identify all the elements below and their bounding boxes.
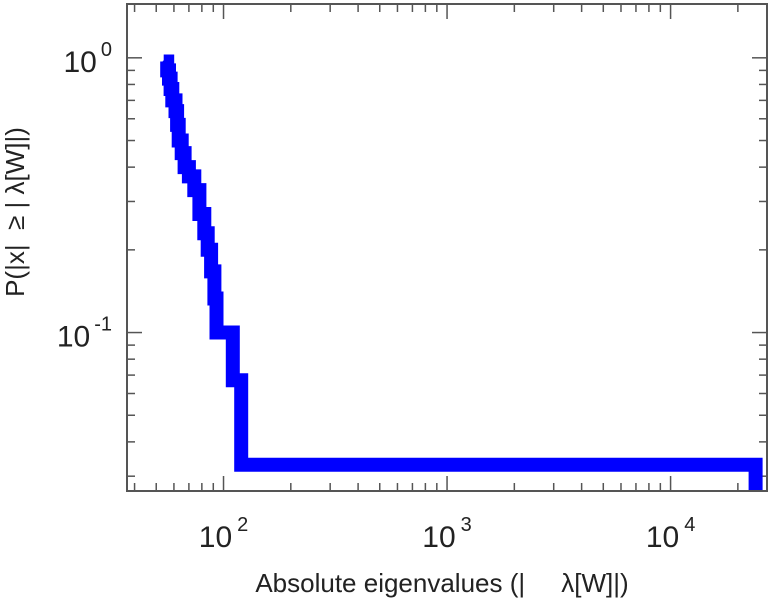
data-point (183, 166, 186, 169)
y-tick-label: 10 0 (64, 39, 113, 79)
data-point (754, 463, 757, 466)
data-point (166, 69, 169, 72)
data-point (231, 379, 234, 382)
data-point (206, 248, 209, 251)
series-group (160, 54, 763, 491)
data-point (198, 213, 201, 216)
data-point (169, 88, 172, 91)
tick-labels: 10 2 10 3 10 4 10 0 10 -1 (57, 39, 695, 554)
y-axis-title: P(|x| ≥ | λ[W]|) (0, 127, 30, 297)
data-point (171, 99, 174, 102)
data-point (193, 189, 196, 192)
data-point (174, 110, 177, 113)
axis-ticks (127, 4, 767, 491)
x-tick-label: 10 4 (646, 514, 696, 554)
data-point (167, 77, 170, 80)
data-point (162, 60, 165, 63)
data-point (187, 175, 190, 178)
x-tick-label: 10 3 (422, 514, 472, 554)
plot-frame (126, 3, 768, 492)
x-axis-title: Absolute eigenvalues (| λ[W]|) (255, 568, 628, 598)
data-point (213, 297, 216, 300)
data-point (203, 232, 206, 235)
data-point (177, 139, 180, 142)
data-point (240, 463, 243, 466)
x-tick-label: 10 2 (199, 514, 249, 554)
data-point (180, 152, 183, 155)
y-tick-label: 10 -1 (57, 314, 112, 354)
data-point (210, 270, 213, 273)
ccdf-step-line (160, 54, 763, 491)
data-point (215, 331, 218, 334)
data-point (176, 123, 179, 126)
